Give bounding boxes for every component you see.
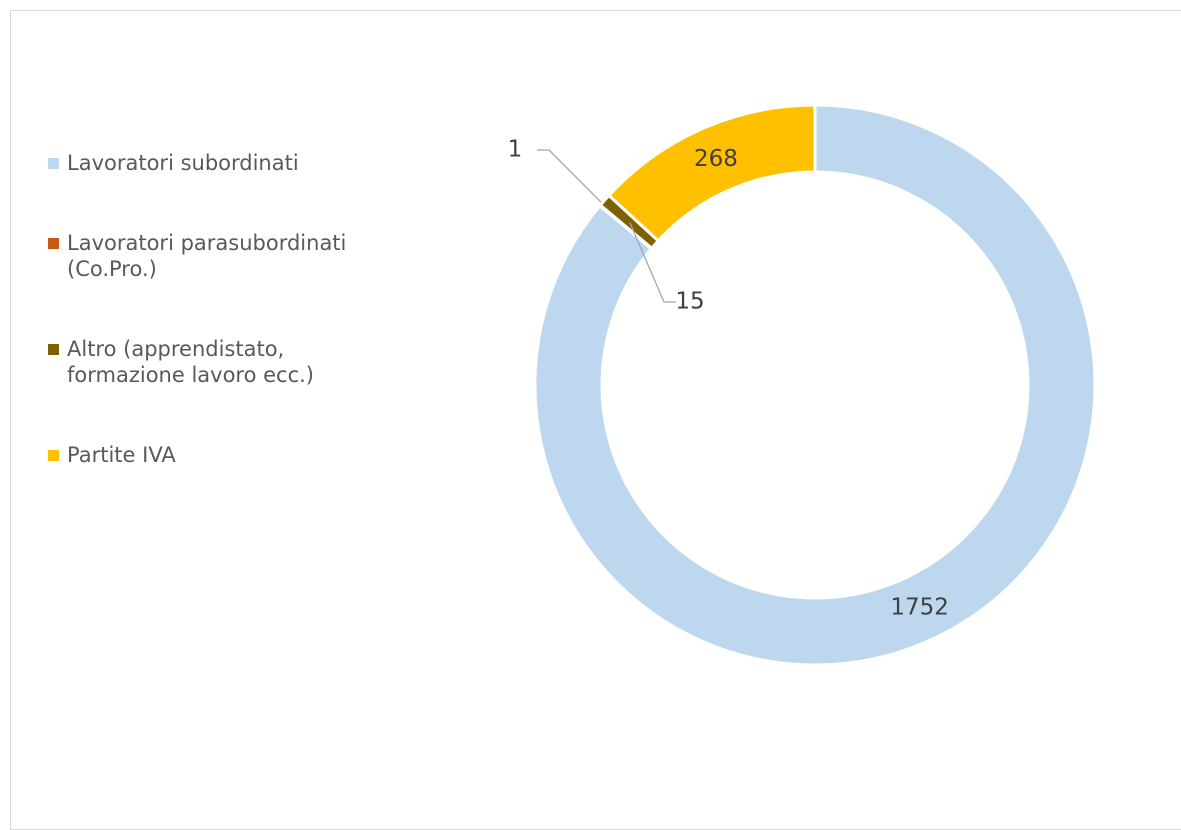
legend-label: Altro (apprendistato, formazione lavoro … [67,337,314,387]
legend-label: Partite IVA [67,443,176,467]
legend-swatch [48,450,59,461]
legend-item: Altro (apprendistato, formazione lavoro … [48,336,388,388]
legend-swatch [48,158,59,169]
legend-label: Lavoratori parasubordinati (Co.Pro.) [67,231,347,281]
leader-line [629,222,676,303]
data-label: 1752 [890,595,949,621]
legend: Lavoratori subordinati Lavoratori parasub… [48,150,388,522]
leader-line [537,149,627,228]
donut-segment [533,103,1097,667]
legend-swatch [48,344,59,355]
data-label: 268 [694,146,738,172]
legend-item: Lavoratori subordinati [48,150,388,176]
data-label: 1 [508,137,523,163]
data-label: 15 [675,289,704,315]
donut-segment [606,103,817,243]
legend-item: Lavoratori parasubordinati (Co.Pro.) [48,230,388,282]
legend-item: Partite IVA [48,442,388,468]
legend-label: Lavoratori subordinati [67,151,299,175]
legend-swatch [48,238,59,249]
